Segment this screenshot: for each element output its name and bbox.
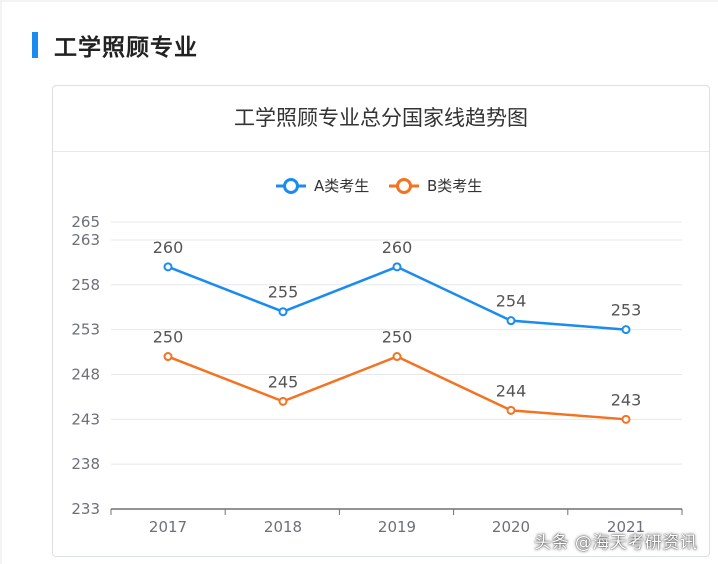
- data-label: 250: [153, 328, 184, 347]
- x-tick-label: 2019: [378, 518, 416, 536]
- data-point: [621, 325, 631, 335]
- data-point: [278, 307, 288, 317]
- y-tick-label: 233: [71, 500, 100, 518]
- legend-label: B类考生: [427, 177, 482, 195]
- x-tick-label: 2021: [607, 518, 645, 536]
- data-point: [506, 316, 516, 326]
- y-tick-label: 248: [71, 365, 100, 383]
- data-point: [163, 352, 173, 362]
- data-point: [278, 396, 288, 406]
- y-tick-label: 238: [71, 455, 100, 473]
- data-label: 260: [382, 238, 413, 257]
- data-label: 255: [268, 283, 299, 302]
- data-label: 245: [268, 372, 299, 391]
- heading-accent-bar: [32, 32, 38, 58]
- series-line: [167, 355, 627, 421]
- data-label: 253: [611, 301, 642, 320]
- data-point: [163, 262, 173, 272]
- data-label: 244: [496, 381, 527, 400]
- y-tick-label: 253: [71, 321, 100, 339]
- x-tick-label: 2018: [264, 518, 302, 536]
- x-tick-label: 2017: [149, 518, 187, 536]
- watermark: 头条 @海天考研资讯: [534, 533, 698, 553]
- data-point: [621, 414, 631, 424]
- data-label: 254: [496, 292, 527, 311]
- x-tick-label: 2020: [492, 518, 530, 536]
- data-label: 243: [611, 390, 642, 409]
- y-tick-label: 265: [71, 213, 100, 231]
- chart-title: 工学照顾专业总分国家线趋势图: [53, 86, 709, 152]
- data-label: 250: [382, 328, 413, 347]
- legend-swatch-marker: [283, 178, 299, 194]
- legend-swatch-marker: [396, 178, 412, 194]
- series-line: [167, 265, 627, 331]
- y-tick-label: 263: [71, 231, 100, 249]
- y-tick-label: 243: [71, 410, 100, 428]
- y-tick-label: 258: [71, 276, 100, 294]
- data-point: [506, 405, 516, 415]
- data-point: [392, 352, 402, 362]
- data-point: [392, 262, 402, 272]
- page-heading: 工学照顾专业: [54, 35, 198, 61]
- legend-label: A类考生: [314, 177, 369, 195]
- chart-card: 工学照顾专业总分国家线趋势图: [52, 85, 710, 557]
- data-label: 260: [153, 238, 184, 257]
